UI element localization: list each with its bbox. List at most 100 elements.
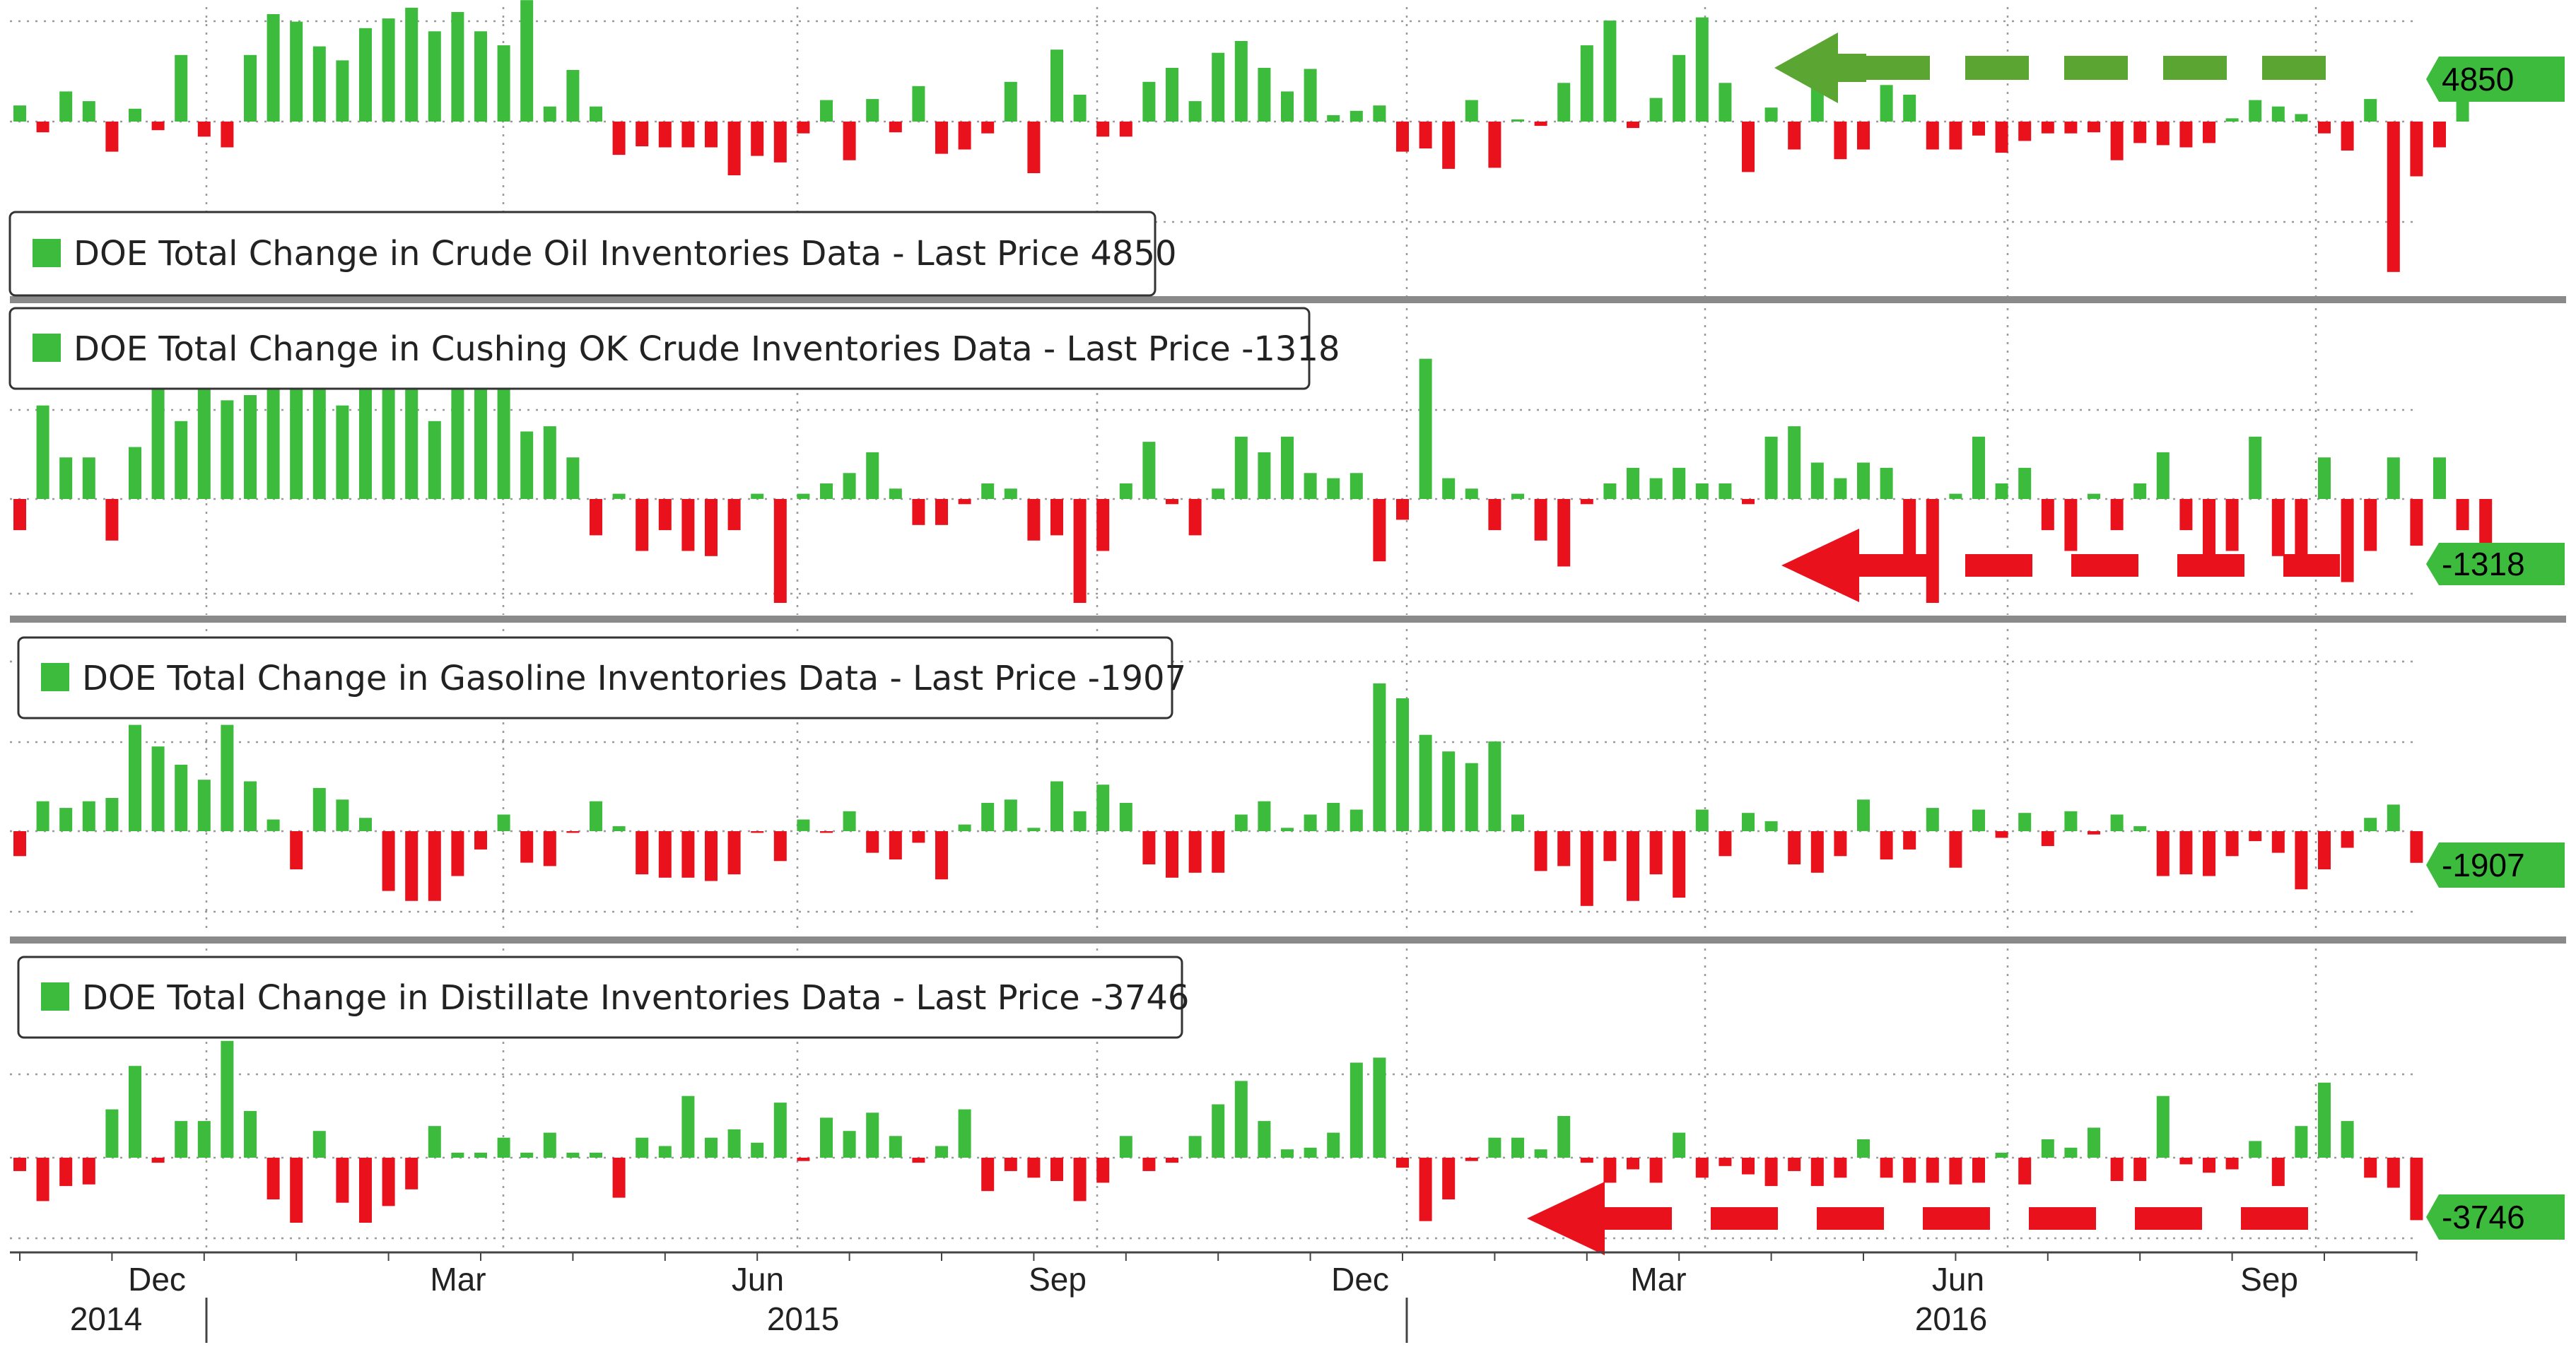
bar-negative (1442, 122, 1456, 169)
bar-positive (1281, 1149, 1294, 1158)
bar-positive (1373, 105, 1386, 122)
bar-negative (1742, 499, 1755, 505)
bar-negative (681, 499, 695, 551)
bar-positive (1373, 1057, 1386, 1158)
bar-positive (566, 457, 580, 499)
bar-positive (2433, 457, 2446, 499)
bar-negative (1580, 499, 1593, 505)
bar-negative (1557, 499, 1571, 567)
bar-positive (336, 405, 349, 499)
bar-positive (2295, 1126, 2308, 1158)
bar-positive (705, 1137, 718, 1158)
bar-positive (1096, 785, 1110, 831)
bar-positive (543, 1132, 556, 1158)
bar-positive (866, 452, 879, 499)
bar-negative (2456, 499, 2469, 531)
bar-positive (636, 1137, 649, 1158)
bar-negative (382, 831, 395, 891)
bar-positive (1350, 473, 1363, 500)
bar-positive (1327, 803, 1340, 831)
bar-positive (2156, 452, 2170, 499)
bar-positive (751, 493, 764, 499)
bar-negative (2064, 122, 2078, 134)
bar-positive (1742, 813, 1755, 832)
bar-positive (1627, 467, 1639, 499)
bar-positive (981, 483, 995, 499)
bar-negative (1119, 122, 1132, 137)
legend-label: DOE Total Change in Gasoline Inventories… (82, 659, 1186, 698)
bar-positive (1903, 95, 1916, 122)
bar-positive (405, 7, 418, 122)
bar-positive (197, 780, 211, 831)
bar-positive (36, 405, 49, 499)
bar-negative (1649, 1158, 1663, 1183)
bar-negative (681, 831, 695, 878)
bar-negative (2410, 499, 2423, 546)
bar-positive (1949, 493, 1962, 499)
bar-negative (773, 122, 787, 163)
bar-positive (612, 493, 626, 499)
bar-positive (129, 724, 141, 831)
bar-positive (197, 1121, 211, 1158)
bar-positive (1119, 1136, 1132, 1158)
last-value-tag-cushing: -1318 (2426, 543, 2565, 585)
bar-negative (705, 122, 718, 148)
bar-positive (1350, 1062, 1363, 1158)
bar-positive (566, 70, 580, 122)
bar-positive (451, 12, 464, 122)
legend-label: DOE Total Change in Distillate Inventori… (82, 978, 1189, 1018)
legend-crude: DOE Total Change in Crude Oil Inventorie… (8, 211, 1177, 297)
bar-positive (497, 1137, 510, 1158)
x-axis: Dec Mar Jun Sep Dec Mar Jun Sep 2014 201… (10, 1251, 2418, 1343)
panel-separator (10, 296, 2566, 303)
bar-negative (2433, 122, 2446, 148)
bar-negative (1880, 1158, 1893, 1178)
bar-negative (36, 122, 49, 133)
tag-value: -3746 (2442, 1199, 2525, 1235)
bar-negative (2410, 1158, 2423, 1221)
bar-negative (1096, 1158, 1110, 1183)
bar-positive (1649, 478, 1663, 499)
bar-negative (1695, 1158, 1709, 1178)
bar-positive (13, 105, 26, 122)
bar-negative (1834, 122, 1847, 160)
legend-swatch (41, 663, 69, 691)
bar-negative (2064, 499, 2078, 551)
bar-positive (1304, 69, 1317, 122)
bar-positive (843, 1131, 856, 1158)
bar-positive (497, 358, 510, 499)
bar-negative (981, 1158, 995, 1192)
bar-positive (912, 86, 925, 122)
bar-positive (1373, 683, 1386, 832)
bar-negative (727, 122, 741, 175)
bar-positive (590, 106, 602, 122)
bar-negative (1926, 122, 1939, 150)
bar-positive (1442, 478, 1456, 499)
bar-positive (2249, 1141, 2262, 1158)
bar-positive (1419, 358, 1432, 499)
bar-negative (2295, 499, 2308, 556)
legend-cushing: DOE Total Change in Cushing OK Crude Inv… (8, 307, 1340, 390)
bar-negative (820, 831, 833, 833)
bar-positive (1327, 114, 1340, 122)
bar-negative (1995, 122, 2008, 153)
bar-positive (59, 91, 73, 122)
bar-positive (727, 1129, 741, 1158)
bar-positive (59, 457, 73, 499)
bar-positive (1419, 734, 1432, 831)
bar-negative (1557, 831, 1571, 867)
bar-negative (1419, 122, 1432, 148)
bar-positive (820, 100, 833, 122)
legend-swatch (33, 334, 61, 362)
bar-negative (2410, 831, 2423, 863)
bar-positive (2018, 467, 2032, 499)
bar-positive (1396, 698, 1409, 831)
bar-positive (474, 31, 487, 122)
bar-negative (981, 122, 995, 134)
bar-positive (359, 818, 372, 831)
month-label-dec-2015: Dec (1331, 1261, 1389, 1298)
bar-positive (566, 1152, 580, 1158)
bar-negative (1603, 831, 1617, 862)
arrow-head-distillate (1527, 1182, 1605, 1255)
bar-negative (2179, 1158, 2193, 1165)
